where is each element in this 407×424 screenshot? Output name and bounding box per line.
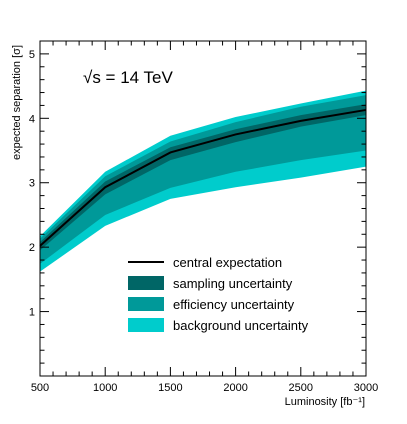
axes: 500 1000 1500 2000 2500 3000 1 2 3 4 5 bbox=[29, 41, 378, 394]
legend-label: background uncertainty bbox=[173, 318, 309, 333]
y-tick-label: 3 bbox=[29, 178, 35, 190]
legend-box-swatch bbox=[128, 297, 164, 311]
y-axis-label: expected separation [σ] bbox=[11, 45, 23, 160]
central-expectation-line bbox=[39, 108, 367, 247]
legend: central expectation sampling uncertainty e… bbox=[128, 255, 309, 333]
energy-annotation: √s = 14 TeV bbox=[83, 68, 173, 87]
y-tick-label: 1 bbox=[29, 307, 35, 319]
y-tick-label: 2 bbox=[29, 242, 35, 254]
x-tick-label: 2500 bbox=[289, 382, 313, 394]
y-tick-label: 5 bbox=[29, 49, 35, 61]
sampling-uncertainty-band bbox=[40, 104, 366, 251]
central-lines bbox=[39, 108, 367, 247]
x-tick-label: 500 bbox=[31, 382, 49, 394]
x-tick-label: 2000 bbox=[223, 382, 247, 394]
x-tick-label: 1500 bbox=[158, 382, 182, 394]
x-axis-label: Luminosity [fb⁻¹] bbox=[285, 396, 365, 408]
y-tick-label: 4 bbox=[29, 113, 35, 125]
uncertainty-bands bbox=[40, 90, 366, 272]
legend-box-swatch bbox=[128, 318, 164, 332]
legend-label: sampling uncertainty bbox=[173, 276, 293, 291]
legend-label: efficiency uncertainty bbox=[173, 297, 295, 312]
legend-box-swatch bbox=[128, 276, 164, 290]
x-tick-label: 3000 bbox=[354, 382, 378, 394]
legend-label: central expectation bbox=[173, 255, 282, 270]
efficiency-uncertainty-band bbox=[40, 95, 366, 264]
x-tick-label: 1000 bbox=[93, 382, 117, 394]
